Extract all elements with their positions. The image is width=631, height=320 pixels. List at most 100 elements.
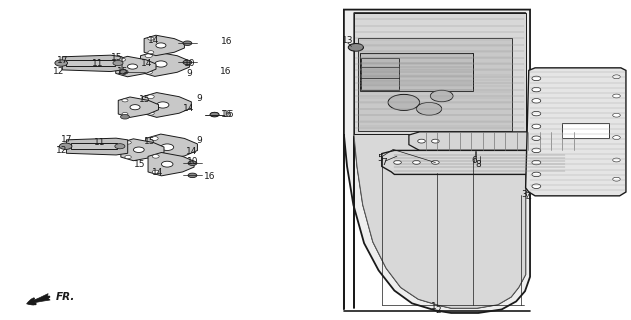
Circle shape [113, 60, 123, 66]
Circle shape [558, 139, 565, 143]
Circle shape [413, 160, 420, 164]
Circle shape [566, 160, 574, 164]
Circle shape [430, 90, 453, 102]
Text: 11: 11 [92, 60, 103, 68]
Text: 7: 7 [381, 158, 387, 167]
Circle shape [432, 139, 439, 143]
Circle shape [156, 43, 166, 48]
Circle shape [148, 37, 154, 40]
Circle shape [532, 172, 541, 177]
Circle shape [125, 156, 131, 159]
Circle shape [119, 58, 126, 61]
Text: 15: 15 [117, 68, 129, 76]
Circle shape [210, 112, 219, 117]
Circle shape [532, 99, 541, 103]
Text: 15: 15 [134, 160, 146, 169]
Circle shape [432, 160, 439, 164]
Circle shape [156, 102, 169, 108]
Circle shape [569, 139, 577, 143]
Text: 10: 10 [184, 59, 195, 68]
Circle shape [152, 155, 159, 158]
Text: 14: 14 [141, 60, 153, 68]
Text: 14: 14 [152, 168, 163, 177]
Polygon shape [526, 68, 626, 196]
Circle shape [613, 94, 620, 98]
Text: 6: 6 [471, 156, 478, 165]
Circle shape [74, 144, 82, 149]
Circle shape [348, 44, 363, 51]
Circle shape [125, 141, 131, 144]
Circle shape [147, 111, 154, 115]
Text: 16: 16 [204, 172, 216, 181]
Polygon shape [382, 150, 574, 174]
Circle shape [69, 61, 78, 65]
Circle shape [115, 144, 125, 149]
Circle shape [155, 61, 167, 67]
Circle shape [150, 154, 158, 158]
Polygon shape [141, 52, 189, 76]
Polygon shape [115, 56, 156, 77]
Circle shape [532, 124, 541, 129]
Circle shape [613, 158, 620, 162]
Circle shape [133, 147, 144, 153]
Text: 10: 10 [187, 157, 198, 166]
Polygon shape [71, 143, 117, 149]
Bar [562, 123, 609, 138]
Circle shape [532, 87, 541, 92]
Circle shape [532, 136, 541, 140]
Circle shape [388, 94, 420, 110]
Circle shape [418, 139, 425, 143]
Circle shape [150, 136, 158, 140]
Circle shape [613, 177, 620, 181]
Circle shape [532, 160, 541, 165]
Polygon shape [354, 134, 526, 308]
Polygon shape [121, 139, 164, 161]
Text: 12: 12 [53, 68, 64, 76]
Circle shape [112, 144, 121, 149]
Bar [361, 58, 399, 90]
Text: 8: 8 [475, 160, 481, 169]
Polygon shape [118, 97, 158, 117]
Polygon shape [66, 138, 127, 155]
Text: 9: 9 [196, 94, 202, 103]
Circle shape [188, 161, 197, 165]
Text: 14: 14 [148, 36, 159, 45]
Text: FR.: FR. [56, 292, 75, 302]
Circle shape [127, 64, 138, 69]
Polygon shape [66, 60, 115, 66]
Text: 5: 5 [377, 154, 384, 163]
Text: 16: 16 [223, 110, 234, 119]
Text: 4: 4 [526, 193, 531, 202]
Circle shape [55, 60, 68, 66]
Circle shape [613, 136, 620, 140]
Circle shape [130, 105, 140, 110]
Circle shape [532, 148, 541, 153]
Circle shape [416, 102, 442, 115]
Polygon shape [144, 35, 184, 56]
Text: 16: 16 [220, 67, 232, 76]
Polygon shape [354, 13, 526, 308]
Text: 1: 1 [431, 302, 437, 311]
Bar [361, 67, 399, 78]
Text: 12: 12 [56, 146, 68, 155]
Circle shape [161, 144, 174, 150]
Polygon shape [146, 134, 198, 160]
Circle shape [148, 51, 154, 54]
Text: 11: 11 [94, 138, 105, 147]
Polygon shape [358, 38, 512, 131]
Circle shape [121, 115, 129, 119]
Circle shape [533, 160, 540, 164]
Circle shape [551, 160, 559, 164]
Circle shape [107, 61, 115, 65]
Circle shape [145, 70, 152, 74]
Text: 16: 16 [221, 37, 233, 46]
Circle shape [122, 99, 128, 102]
Circle shape [183, 41, 192, 45]
Polygon shape [62, 55, 122, 72]
Circle shape [119, 70, 128, 74]
Circle shape [613, 113, 620, 117]
Circle shape [210, 112, 219, 117]
Circle shape [532, 184, 541, 188]
Circle shape [188, 173, 197, 178]
Circle shape [183, 60, 192, 65]
